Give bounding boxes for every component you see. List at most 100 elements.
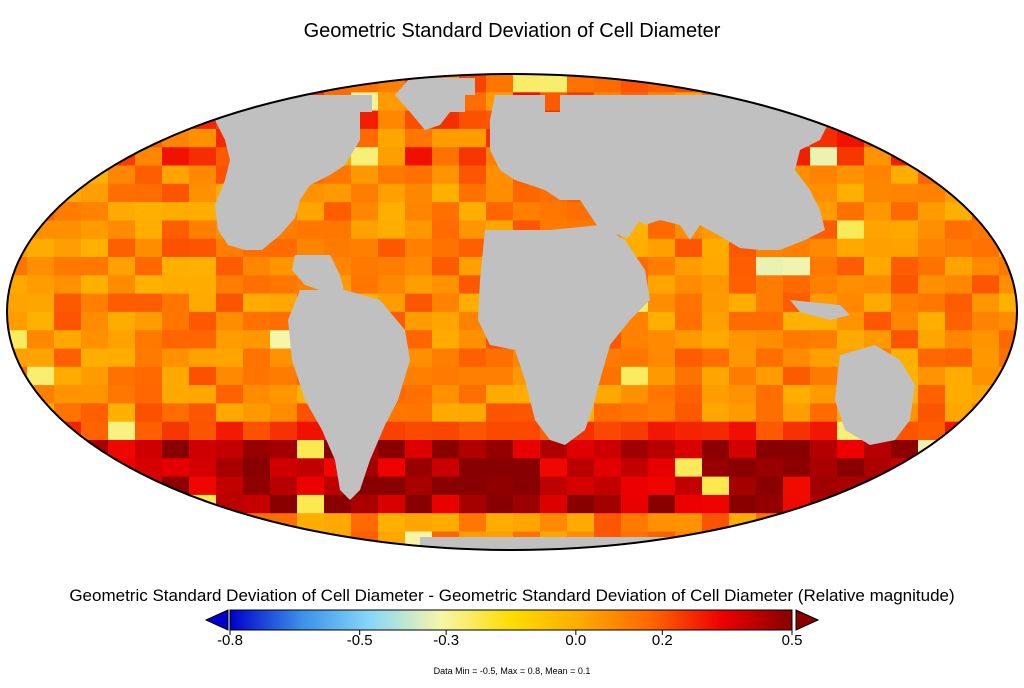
grid-cell (81, 330, 109, 350)
grid-cell (81, 403, 109, 423)
grid-cell (27, 311, 55, 331)
grid-cell (81, 238, 109, 258)
grid-cell (918, 366, 946, 386)
grid-cell (324, 220, 352, 240)
grid-cell (594, 458, 622, 478)
grid-cell (648, 238, 676, 258)
grid-cell (972, 238, 1000, 258)
grid-cell (54, 311, 82, 331)
grid-cell (378, 421, 406, 441)
grid-cell (783, 421, 811, 441)
grid-cell (135, 366, 163, 386)
grid-cell (135, 238, 163, 258)
grid-cell (648, 366, 676, 386)
grid-cell (918, 311, 946, 331)
grid-cell (108, 440, 136, 459)
grid-cell (297, 220, 325, 240)
grid-cell (810, 165, 838, 185)
grid-cell (621, 385, 649, 404)
grid-cell (432, 220, 460, 240)
grid-cell (648, 476, 676, 496)
grid-cell (324, 183, 352, 203)
grid-cell (216, 440, 244, 459)
grid-cell (351, 238, 379, 258)
grid-cell (540, 202, 568, 221)
grid-cell (675, 458, 703, 478)
grid-cell (621, 458, 649, 478)
grid-cell (513, 513, 541, 533)
grid-cell (405, 330, 433, 350)
grid-cell (729, 458, 757, 478)
grid-cell (162, 238, 190, 258)
grid-cell (459, 348, 487, 368)
grid-cell (405, 476, 433, 496)
grid-cell (270, 385, 298, 404)
grid-cell (972, 311, 1000, 331)
grid-cell (891, 311, 919, 331)
grid-cell (783, 385, 811, 404)
grid-cell (162, 421, 190, 441)
grid-cell (918, 421, 946, 441)
colorbar-tick-label: 0.5 (781, 632, 803, 649)
grid-cell (540, 513, 568, 533)
grid-cell (459, 92, 487, 112)
grid-cell (162, 293, 190, 313)
grid-cell (162, 348, 190, 368)
grid-cell (702, 348, 730, 368)
grid-cell (945, 330, 973, 350)
grid-cell (216, 348, 244, 368)
grid-cell (729, 275, 757, 295)
grid-cell (891, 202, 919, 221)
grid-cell (918, 257, 946, 276)
colorbar-min-arrow (204, 609, 229, 631)
grid-cell (783, 275, 811, 295)
grid-cell (270, 257, 298, 276)
grid-cell (945, 293, 973, 313)
grid-cell (27, 275, 55, 295)
grid-cell (675, 330, 703, 350)
land-mass (580, 200, 640, 238)
grid-cell (459, 458, 487, 478)
grid-cell (864, 165, 892, 185)
grid-cell (189, 128, 217, 148)
grid-cell (486, 494, 514, 514)
grid-cell (675, 366, 703, 386)
colorbar-title: Geometric Standard Deviation of Cell Dia… (69, 586, 955, 605)
grid-cell (270, 293, 298, 313)
grid-cell (756, 403, 784, 423)
grid-cell (756, 275, 784, 295)
grid-cell (756, 311, 784, 331)
grid-cell (243, 421, 271, 441)
grid-cell (702, 385, 730, 404)
grid-cell (54, 366, 82, 386)
grid-cell (162, 385, 190, 404)
grid-cell (810, 366, 838, 386)
grid-cell (81, 421, 109, 441)
grid-cell (135, 385, 163, 404)
grid-cell (432, 183, 460, 203)
land-mask (170, 78, 915, 550)
grid-cell (729, 440, 757, 459)
grid-cell (432, 238, 460, 258)
grid-cell (891, 293, 919, 313)
grid-cell (621, 366, 649, 386)
grid-cell (729, 366, 757, 386)
grid-cell (81, 275, 109, 295)
grid-cell (189, 366, 217, 386)
grid-cell (459, 220, 487, 240)
grid-cell (135, 311, 163, 331)
grid-cell (81, 220, 109, 240)
grid-cell (810, 238, 838, 258)
grid-cell (513, 202, 541, 221)
grid-cell (81, 348, 109, 368)
data-stats: Data Min = -0.5, Max = 0.8, Mean = 0.1 (433, 666, 591, 676)
grid-cell (648, 275, 676, 295)
grid-cell (135, 165, 163, 185)
grid-cell (216, 330, 244, 350)
grid-cell (162, 366, 190, 386)
grid-cell (702, 275, 730, 295)
grid-cell (918, 385, 946, 404)
grid-cell (648, 494, 676, 514)
grid-cell (351, 165, 379, 185)
